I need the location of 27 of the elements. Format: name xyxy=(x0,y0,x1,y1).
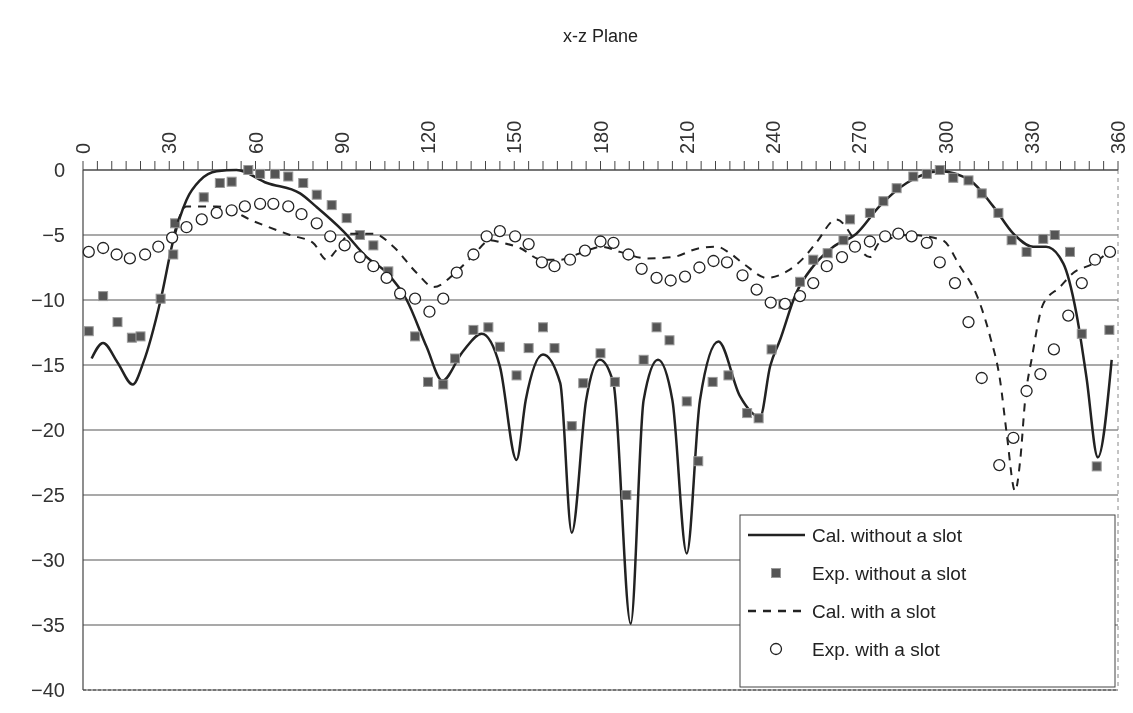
x-tick-label: 30 xyxy=(158,131,181,154)
y-tick-label: −5 xyxy=(42,224,65,246)
x-tick-label: 120 xyxy=(417,120,439,154)
y-tick-label: −30 xyxy=(31,549,65,571)
x-tick-label: 0 xyxy=(72,142,94,154)
y-tick-label: −10 xyxy=(31,289,65,311)
y-tick-label: −15 xyxy=(31,354,65,376)
y-tick-label: −40 xyxy=(31,679,65,701)
y-tick-label: −35 xyxy=(31,614,65,636)
x-tick-label: 210 xyxy=(675,120,698,154)
x-tick-label: 180 xyxy=(589,120,612,154)
y-tick-label: 0 xyxy=(53,159,65,181)
legend-label: Cal. with a slot xyxy=(812,600,937,622)
x-tick-label: 60 xyxy=(244,131,267,154)
chart-title: x-z Plane xyxy=(562,26,639,46)
y-tick-label: −20 xyxy=(31,419,65,441)
x-tick-label: 300 xyxy=(934,120,957,154)
x-tick-label: 330 xyxy=(1020,120,1043,154)
x-tick-label: 270 xyxy=(848,120,871,154)
x-tick-label: 90 xyxy=(330,131,353,154)
legend-label: Cal. without a slot xyxy=(812,524,963,546)
y-tick-label: −25 xyxy=(31,484,65,506)
legend-label: Exp. without a slot xyxy=(812,562,967,584)
x-tick-label: 360 xyxy=(1107,120,1129,154)
x-tick-label: 240 xyxy=(762,120,784,154)
legend-label: Exp. with a slot xyxy=(812,638,941,660)
x-tick-label: 150 xyxy=(503,120,526,154)
